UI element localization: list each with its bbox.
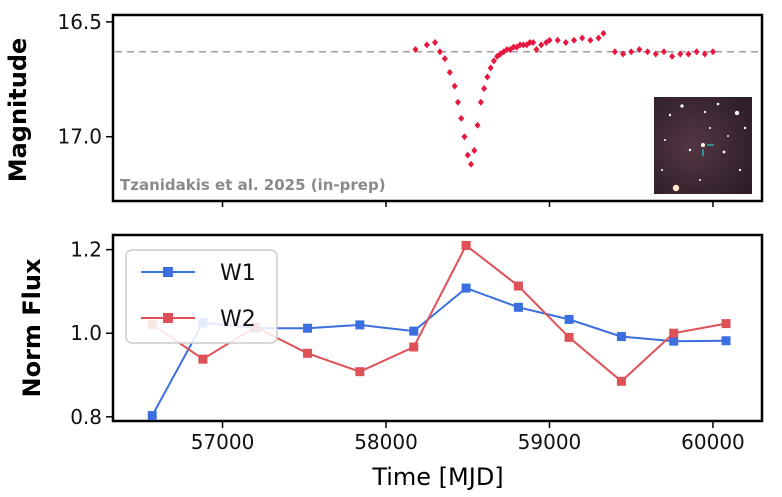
lightcurve-point <box>538 41 545 49</box>
lightcurve-point <box>484 73 491 81</box>
legend-label-w2: W2 <box>220 307 256 332</box>
lightcurve-point <box>677 50 684 58</box>
series-point-w1 <box>147 411 157 421</box>
lightcurve-point <box>611 48 618 56</box>
lightcurve-point <box>454 98 461 106</box>
series-point-w2 <box>355 367 365 377</box>
lightcurve-point <box>481 84 488 92</box>
lightcurve-point <box>701 50 708 58</box>
legend: W1 W2 <box>125 249 278 344</box>
lightcurve-point <box>461 133 468 141</box>
lightcurve-point <box>530 39 537 47</box>
lightcurve-point <box>436 48 443 56</box>
series-point-w1 <box>461 283 471 293</box>
series-point-w2 <box>564 332 574 342</box>
lightcurve-point <box>660 48 667 56</box>
lightcurve-point <box>458 114 465 122</box>
lightcurve-y-ticks: 16.5 17.0 <box>57 10 113 149</box>
lightcurve-point <box>644 48 651 56</box>
lightcurve-point <box>587 36 594 44</box>
credit-annotation: Tzanidakis et al. 2025 (in-prep) <box>120 176 386 194</box>
flux-panel: 0.8 1.0 1.2 57000 58000 59000 60000 Norm Flux… <box>18 233 764 491</box>
flux-y-tick-label: 1.0 <box>70 321 102 345</box>
lightcurve-point <box>441 55 448 63</box>
flux-x-axis-label: Time [MJD] <box>371 463 503 491</box>
flux-x-ticks: 57000 58000 59000 60000 <box>191 421 745 454</box>
lightcurve-point <box>554 36 561 44</box>
lightcurve-point <box>468 160 475 168</box>
series-point-w1 <box>513 302 523 312</box>
lightcurve-y-tick-label: 16.5 <box>57 10 102 34</box>
series-point-w2 <box>513 281 523 291</box>
lightcurve-point <box>652 50 659 58</box>
series-point-w1 <box>721 336 731 346</box>
lightcurve-point <box>571 36 578 44</box>
lightcurve-point <box>636 45 643 53</box>
lightcurve-point <box>412 45 419 53</box>
series-point-w2 <box>461 240 471 250</box>
lightcurve-point <box>464 151 471 159</box>
lightcurve-plot-frame <box>111 13 764 203</box>
lightcurve-point <box>669 52 676 60</box>
flux-x-tick-label: 59000 <box>518 430 582 454</box>
lightcurve-point <box>520 41 527 49</box>
series-point-w2 <box>409 342 419 352</box>
lightcurve-y-axis-label: Magnitude <box>4 38 32 183</box>
legend-entry-w2: W2 <box>141 307 256 332</box>
lightcurve-point <box>526 39 533 47</box>
series-point-w2 <box>616 376 626 386</box>
lightcurve-points <box>412 29 716 168</box>
lightcurve-point <box>600 29 607 37</box>
series-point-w2 <box>198 354 208 364</box>
series-point-w1 <box>669 336 679 346</box>
lightcurve-point <box>685 50 692 58</box>
flux-x-tick-label: 58000 <box>354 430 418 454</box>
series-point-w2 <box>669 328 679 338</box>
inset-star-field <box>654 97 752 194</box>
lightcurve-point <box>628 48 635 56</box>
lightcurve-point <box>471 146 478 154</box>
series-point-w1 <box>564 314 574 324</box>
lightcurve-point <box>595 34 602 42</box>
flux-y-tick-label: 0.8 <box>70 405 102 429</box>
flux-y-tick-label: 1.2 <box>70 238 102 262</box>
lightcurve-point <box>446 68 453 76</box>
lightcurve-point <box>432 39 439 47</box>
lightcurve-point <box>546 36 553 44</box>
lightcurve-point <box>709 48 716 56</box>
lightcurve-y-tick-label: 17.0 <box>57 125 102 149</box>
lightcurve-point <box>451 82 458 90</box>
legend-entry-w1: W1 <box>141 261 256 286</box>
series-point-w1 <box>303 323 313 333</box>
lightcurve-point <box>693 48 700 56</box>
series-point-w1 <box>355 320 365 330</box>
series-point-w2 <box>303 348 313 358</box>
lightcurve-point <box>510 43 517 51</box>
lightcurve-point <box>517 41 524 49</box>
lightcurve-point <box>474 121 481 129</box>
lightcurve-point <box>490 57 497 65</box>
series-point-w2 <box>721 319 731 329</box>
flux-y-ticks: 0.8 1.0 1.2 <box>70 238 113 429</box>
lightcurve-x-ticks <box>221 201 714 207</box>
lightcurve-point <box>477 98 484 106</box>
flux-x-tick-label: 60000 <box>681 430 745 454</box>
lightcurve-point <box>579 34 586 42</box>
lightcurve-point <box>620 50 627 58</box>
series-point-w1 <box>616 332 626 342</box>
lightcurve-point <box>562 39 569 47</box>
lightcurve-point <box>503 45 510 53</box>
flux-y-axis-label: Norm Flux <box>18 258 46 397</box>
lightcurve-point <box>533 45 540 53</box>
legend-label-w1: W1 <box>220 261 256 286</box>
series-point-w1 <box>409 326 419 336</box>
lightcurve-point <box>487 64 494 72</box>
flux-x-tick-label: 57000 <box>191 430 255 454</box>
lightcurve-panel: 16.517.0 Tzanidakis et a <box>4 10 764 207</box>
lightcurve-point <box>423 41 430 49</box>
